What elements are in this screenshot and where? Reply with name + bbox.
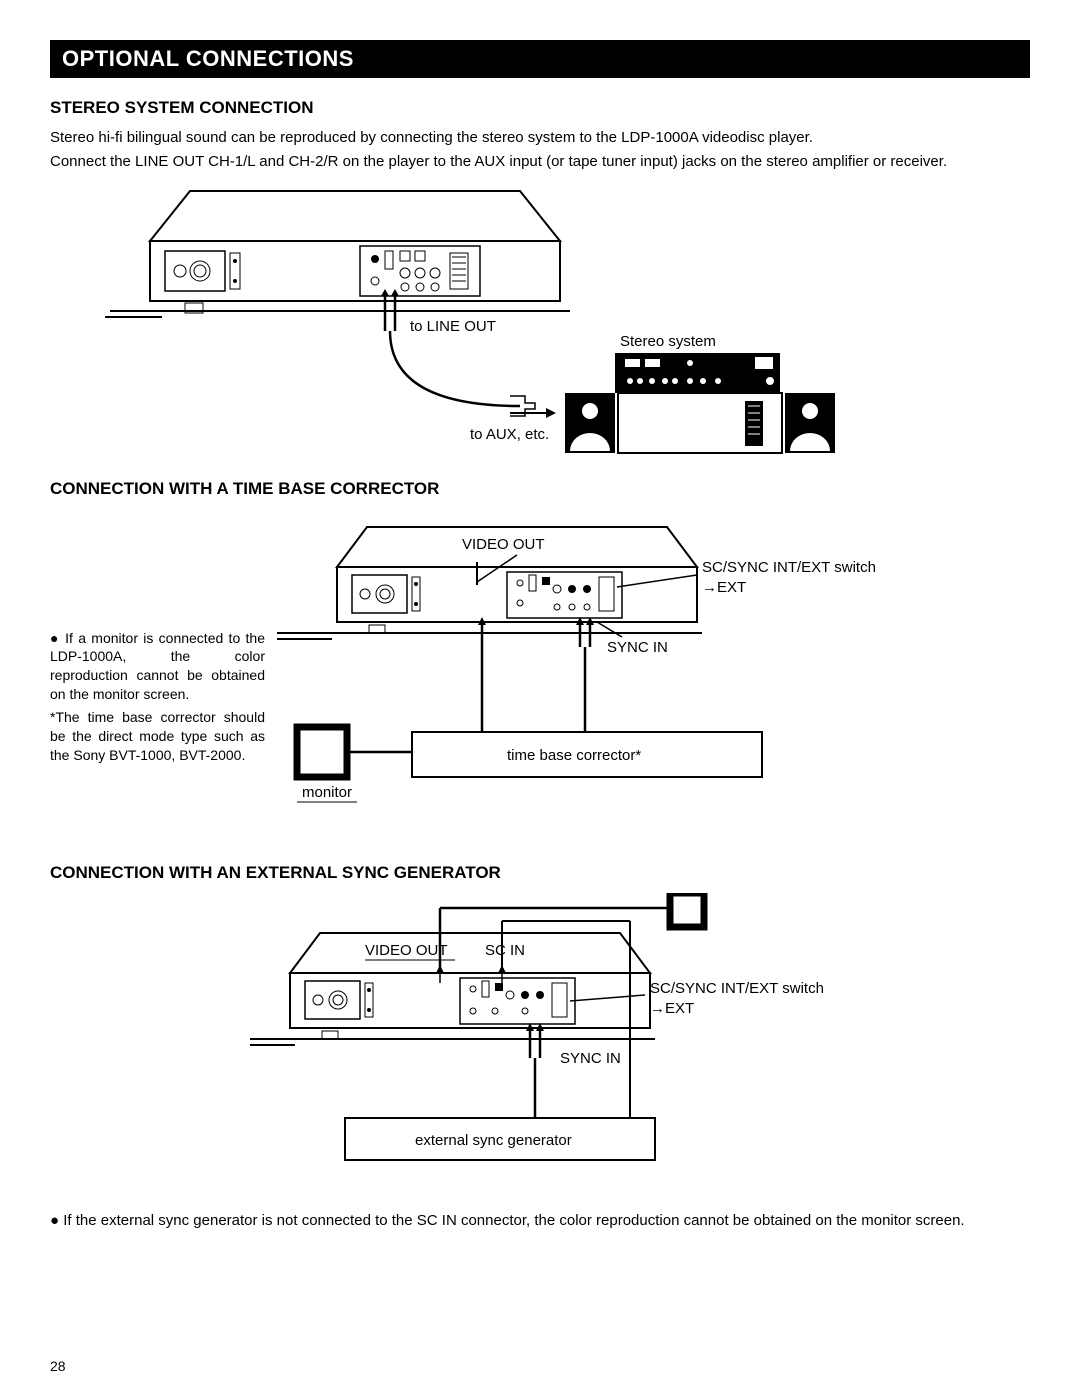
label-stereo: Stereo system (620, 333, 716, 350)
page-number: 28 (50, 1358, 66, 1374)
section2-note2: *The time base corrector should be the d… (50, 708, 265, 765)
section2-title: CONNECTION WITH A TIME BASE CORRECTOR (50, 479, 1030, 499)
label-ext-2: →EXT (702, 579, 746, 596)
label-syncin-2: SYNC IN (607, 639, 668, 656)
label-ext-3: →EXT (650, 1000, 694, 1017)
diagram-stereo: to LINE OUT to AUX, etc. Stereo system (50, 181, 1030, 461)
label-monitor: monitor (302, 784, 352, 801)
label-lineout: to LINE OUT (410, 318, 496, 335)
section3-footnote: ● If the external sync generator is not … (50, 1211, 1030, 1231)
label-videoout-2: VIDEO OUT (462, 536, 545, 553)
diagram-tbc: VIDEO OUT SC/SYNC INT/EXT switch →EXT SY… (277, 517, 917, 827)
section2-note1: ● If a monitor is connected to the LDP-1… (50, 629, 265, 705)
label-switch-3: SC/SYNC INT/EXT switch (650, 980, 824, 997)
label-aux: to AUX, etc. (470, 426, 549, 443)
label-scin: SC IN (485, 942, 525, 959)
label-videoout-3: VIDEO OUT (365, 942, 448, 959)
section1-title: STEREO SYSTEM CONNECTION (50, 98, 1030, 118)
section3-title: CONNECTION WITH AN EXTERNAL SYNC GENERAT… (50, 863, 1030, 883)
label-ext-gen: external sync generator (415, 1132, 572, 1149)
label-switch-2: SC/SYNC INT/EXT switch (702, 559, 876, 576)
label-syncin-3: SYNC IN (560, 1050, 621, 1067)
diagram-ext-sync: VIDEO OUT SC IN SC/SYNC INT/EXT switch →… (250, 893, 1030, 1193)
section1-para2: Connect the LINE OUT CH-1/L and CH-2/R o… (50, 152, 1030, 172)
section1-para1: Stereo hi-fi bilingual sound can be repr… (50, 128, 1030, 148)
page-header: OPTIONAL CONNECTIONS (50, 40, 1030, 78)
label-tbc: time base corrector* (507, 747, 641, 764)
